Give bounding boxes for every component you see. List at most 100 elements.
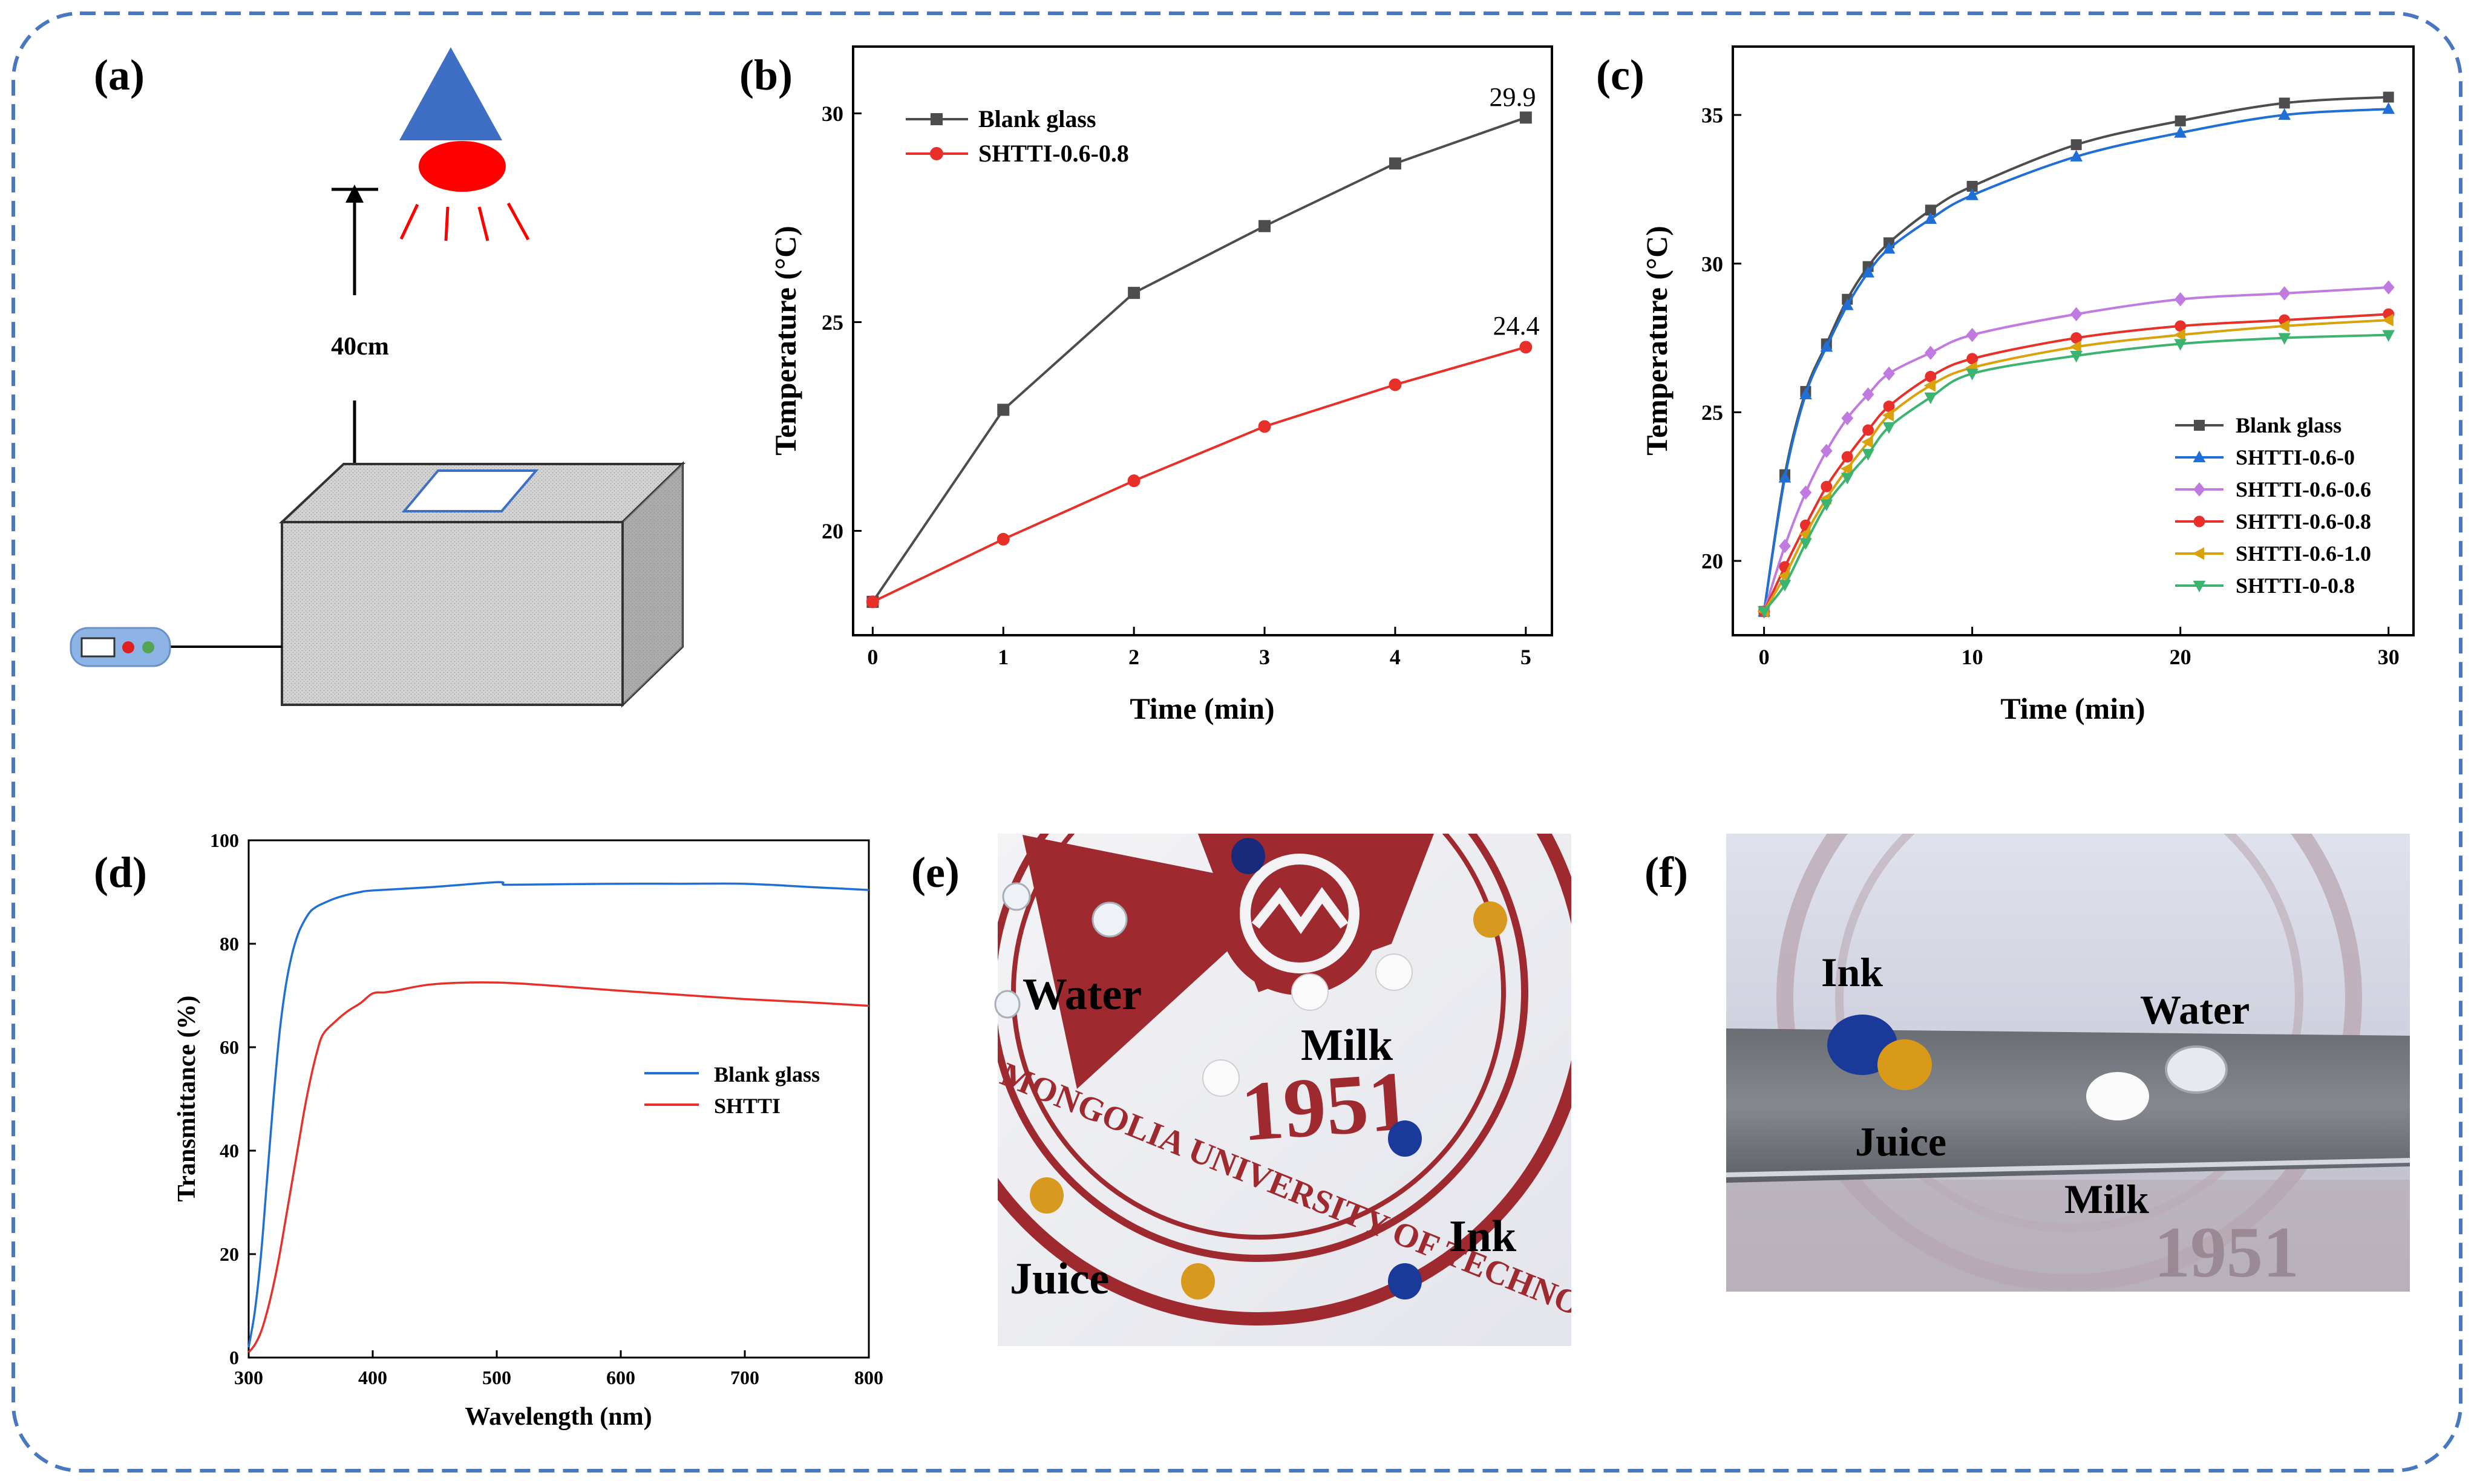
data-point <box>2070 139 2082 151</box>
series-line-1 <box>1762 108 2389 612</box>
annotation-29-9: 29.9 <box>1490 82 1536 112</box>
legend-label: SHTTI-0.6-0.8 <box>978 140 1129 167</box>
chart-d-legend: Blank glass SHTTI <box>644 1062 820 1118</box>
panel-e: (e) 1951 MONGOLIA UNIVERSITY OF TECHNOLO… <box>911 834 1571 1346</box>
data-point <box>1841 411 1854 425</box>
legend-marker <box>2193 482 2205 497</box>
photo-e-label-water: Water <box>1023 970 1142 1019</box>
x-tick-label: 300 <box>234 1367 263 1388</box>
y-tick-label: 60 <box>220 1036 239 1058</box>
series-line-1 <box>872 345 1527 603</box>
data-point <box>1778 471 1792 483</box>
data-point <box>1966 327 1978 342</box>
figure-frame <box>11 11 2463 1473</box>
chart-b-plot-frame <box>852 45 1553 636</box>
data-point <box>2069 340 2081 353</box>
chart-d-xlabel: Wavelength (nm) <box>465 1403 652 1431</box>
data-point <box>1821 480 1833 492</box>
panel-d-label: (d) <box>94 848 147 897</box>
data-point <box>1258 420 1271 433</box>
x-tick-label: 10 <box>1962 645 1983 669</box>
series-line-5 <box>1763 333 2389 612</box>
y-tick-label: 0 <box>229 1347 239 1368</box>
legend-label: Blank glass <box>978 105 1096 132</box>
data-point <box>2070 149 2083 162</box>
data-point <box>1925 204 1936 216</box>
data-point <box>1923 379 1936 392</box>
legend-label: SHTTI-0.6-0 <box>2236 445 2355 469</box>
legend-label: SHTTI <box>714 1094 780 1118</box>
data-point <box>2174 292 2187 307</box>
distance-label: 40cm <box>331 333 389 361</box>
chart-b-ylabel: Temperature (°C) <box>768 226 802 456</box>
legend-label: SHTTI-0-0.8 <box>2236 574 2355 598</box>
data-point <box>1882 409 1894 422</box>
photo-f: 1951 Ink Water Juice Milk <box>1726 834 2410 1292</box>
test-box <box>278 461 686 708</box>
thermometer-icon <box>70 627 171 667</box>
panel-f-label: (f) <box>1644 848 1688 897</box>
legend-marker <box>2192 547 2205 560</box>
chart-c-ylabel: Temperature (°C) <box>1640 226 1674 456</box>
data-point <box>1861 436 1873 448</box>
data-point <box>2382 102 2395 114</box>
panel-b: (b) 0 1 2 3 4 5 20 25 30 Temperature (°C) Time (… <box>739 45 1553 725</box>
data-point <box>1883 366 1895 381</box>
data-point <box>1779 538 1791 554</box>
data-point <box>1862 449 1874 461</box>
data-point <box>2383 91 2394 103</box>
photo-f-label-water: Water <box>2140 987 2250 1033</box>
data-point <box>1883 400 1895 413</box>
photo-e-label-ink: Ink <box>1449 1212 1517 1261</box>
data-point <box>1820 499 1833 512</box>
x-tick-label: 400 <box>358 1367 387 1388</box>
data-point <box>2278 333 2291 345</box>
data-point <box>1862 387 1874 402</box>
x-tick-label: 0 <box>867 645 878 669</box>
x-tick-label: 30 <box>2378 645 2400 669</box>
data-point <box>2173 329 2185 342</box>
droplets-f <box>1827 1015 2228 1120</box>
legend-marker <box>2193 515 2205 528</box>
series-line-0 <box>247 881 869 1348</box>
panel-e-label: (e) <box>911 848 960 897</box>
data-point <box>1127 474 1140 488</box>
data-point <box>1778 580 1792 592</box>
data-point <box>1966 368 1978 381</box>
panel-c-label: (c) <box>1596 51 1644 99</box>
data-point <box>1862 266 1874 278</box>
data-point <box>2382 330 2395 342</box>
data-point <box>2277 319 2289 333</box>
chart-d-ylabel: Transmittance (%) <box>173 996 201 1202</box>
chart-b-xlabel: Time (min) <box>1130 691 1274 725</box>
data-point <box>1862 424 1874 436</box>
data-point <box>1820 340 1833 352</box>
data-point <box>996 532 1010 546</box>
data-point <box>997 404 1010 416</box>
data-point <box>2279 97 2290 109</box>
data-point <box>1841 298 1854 310</box>
chart-d-plot-frame <box>247 839 870 1359</box>
data-point <box>2278 108 2291 120</box>
data-point <box>2070 332 2083 344</box>
data-point <box>1840 462 1853 476</box>
data-point <box>1924 345 1937 360</box>
data-point <box>1966 353 1978 365</box>
panel-f: (f) 1951 Ink Water Juice Milk <box>1644 834 2410 1292</box>
data-point <box>1925 371 1937 382</box>
data-point <box>1258 220 1271 232</box>
logo-year: 1951 <box>2154 1212 2299 1292</box>
panel-b-label: (b) <box>739 51 793 99</box>
data-point <box>1924 212 1937 224</box>
annotation-24-4: 24.4 <box>1493 311 1540 341</box>
x-tick-label: 3 <box>1259 645 1270 669</box>
data-point <box>2070 307 2083 321</box>
legend-marker <box>2194 420 2205 431</box>
data-point <box>1924 392 1937 405</box>
panel-a-label: (a) <box>94 51 145 99</box>
y-tick-label: 20 <box>220 1243 239 1265</box>
data-point <box>2382 280 2395 295</box>
data-point <box>2175 115 2186 126</box>
legend-label: SHTTI-0.6-0.6 <box>2236 477 2371 502</box>
